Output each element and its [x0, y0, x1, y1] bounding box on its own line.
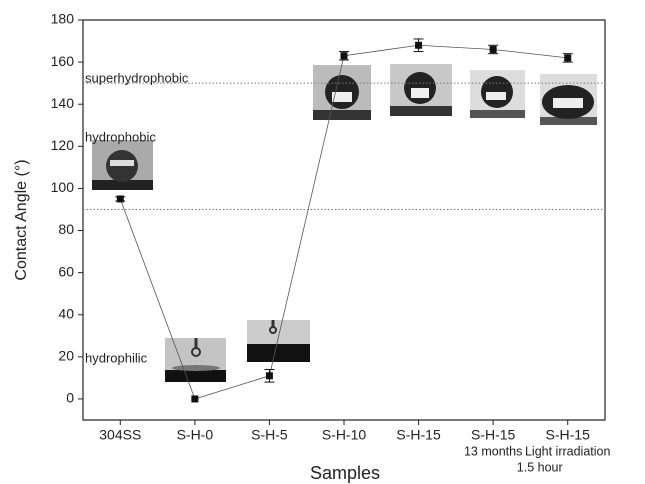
marker [191, 395, 198, 402]
x-tick-label: S-H-10 [322, 427, 367, 443]
x-tick-note: 13 months [464, 444, 522, 458]
y-tick-label: 160 [51, 53, 75, 69]
y-tick-label: 140 [51, 95, 75, 111]
y-tick-label: 20 [58, 348, 74, 364]
x-tick-label: S-H-15 [396, 427, 441, 443]
y-tick-label: 100 [51, 179, 75, 195]
marker [490, 46, 497, 53]
photo [540, 74, 597, 125]
marker [564, 54, 571, 61]
photo [92, 140, 153, 190]
annotation: hydrophobic [85, 129, 156, 144]
x-tick-note: 1.5 hour [517, 460, 563, 474]
x-tick-label: S-H-0 [177, 427, 214, 443]
marker [415, 42, 422, 49]
photo [390, 64, 452, 116]
x-tick-label: S-H-5 [251, 427, 288, 443]
x-tick-label: S-H-15 [471, 427, 516, 443]
x-tick-label: 304SS [99, 427, 141, 443]
chart: Contact Angle (°) Samples 0 20 40 60 80 100 12… [0, 0, 645, 484]
marker [266, 372, 273, 379]
y-tick-label: 180 [51, 11, 75, 27]
droplet-photos [92, 64, 597, 382]
marker [117, 195, 124, 202]
x-tick-label: S-H-15 [546, 427, 591, 443]
annotation: superhydrophobic [85, 70, 189, 85]
annotation: hydrophilic [85, 350, 148, 365]
y-tick-label: 40 [58, 305, 74, 321]
photo [470, 70, 525, 118]
y-axis-label: Contact Angle (°) [13, 159, 30, 280]
y-tick-label: 60 [58, 263, 74, 279]
y-tick-label: 120 [51, 137, 75, 153]
marker [341, 52, 348, 59]
x-tick-note: Light irradiation [525, 444, 611, 458]
photo [313, 65, 371, 120]
photo [165, 338, 226, 382]
y-tick-label: 80 [58, 221, 74, 237]
photo [247, 320, 310, 362]
x-axis-label: Samples [310, 463, 380, 483]
y-tick-label: 0 [66, 390, 74, 406]
